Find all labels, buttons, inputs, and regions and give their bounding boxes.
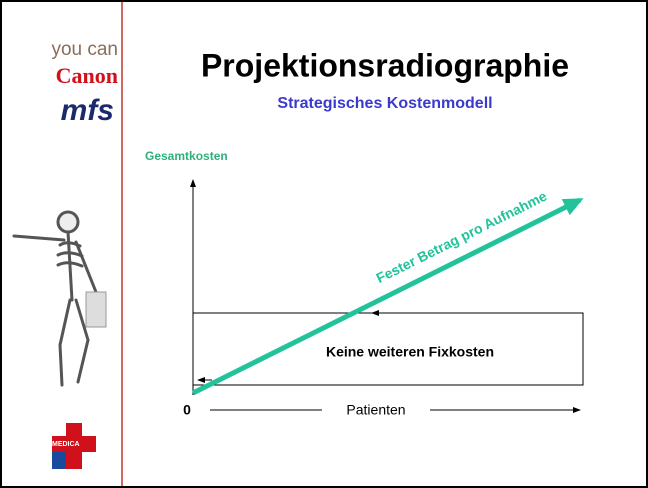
y-axis-label: Gesamtkosten: [145, 149, 228, 163]
title: Projektionsradiographie: [201, 47, 569, 83]
x-axis-label: Patienten: [346, 402, 405, 418]
brand: Canon: [56, 63, 118, 88]
logo: mfs: [61, 94, 114, 127]
event-logo-text: MEDICA: [52, 441, 80, 448]
origin-label: 0: [183, 402, 191, 418]
slide: you can Canon mfs MEDICA Projektionsradi…: [0, 0, 648, 488]
box-label: Keine weiteren Fixkosten: [326, 344, 494, 360]
tagline: you can: [51, 39, 118, 60]
subtitle: Strategisches Kostenmodell: [277, 95, 492, 112]
